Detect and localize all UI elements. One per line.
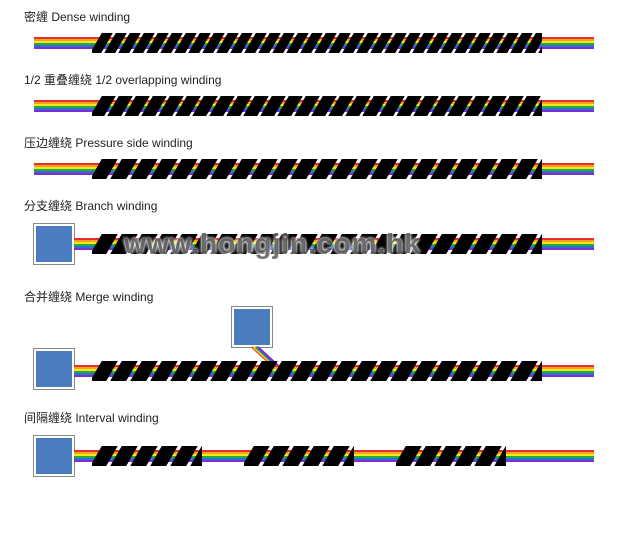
section-branch: 分支缠绕 Branch winding www.hongjin.com.hk xyxy=(0,197,633,270)
winding-overlap xyxy=(92,96,542,116)
row-branch: www.hongjin.com.hk xyxy=(34,222,633,270)
label-interval: 间隔缠绕 Interval winding xyxy=(24,409,633,426)
winding-merge xyxy=(92,361,542,381)
label-branch: 分支缠绕 Branch winding xyxy=(24,197,633,214)
winding-interval-2 xyxy=(396,446,506,466)
row-pressure xyxy=(34,159,633,179)
winding-dense xyxy=(92,33,542,53)
winding-pressure xyxy=(92,159,542,179)
row-merge xyxy=(34,313,633,391)
section-interval: 间隔缠绕 Interval winding xyxy=(0,409,633,482)
winding-branch xyxy=(92,234,542,254)
label-pressure: 压边缠绕 Pressure side winding xyxy=(24,134,633,151)
row-overlap xyxy=(34,96,633,116)
block-branch xyxy=(34,224,74,264)
label-overlap: 1/2 重叠缠绕 1/2 overlapping winding xyxy=(24,71,633,88)
section-dense: 密缠 Dense winding xyxy=(0,8,633,53)
row-dense xyxy=(34,33,633,53)
section-pressure: 压边缠绕 Pressure side winding xyxy=(0,134,633,179)
winding-interval-0 xyxy=(92,446,202,466)
label-dense: 密缠 Dense winding xyxy=(24,8,633,25)
winding-interval-1 xyxy=(244,446,354,466)
section-merge: 合并缠绕 Merge winding xyxy=(0,288,633,391)
block-interval xyxy=(34,436,74,476)
section-overlap: 1/2 重叠缠绕 1/2 overlapping winding xyxy=(0,71,633,116)
label-merge: 合并缠绕 Merge winding xyxy=(24,288,633,305)
row-interval xyxy=(34,434,633,482)
